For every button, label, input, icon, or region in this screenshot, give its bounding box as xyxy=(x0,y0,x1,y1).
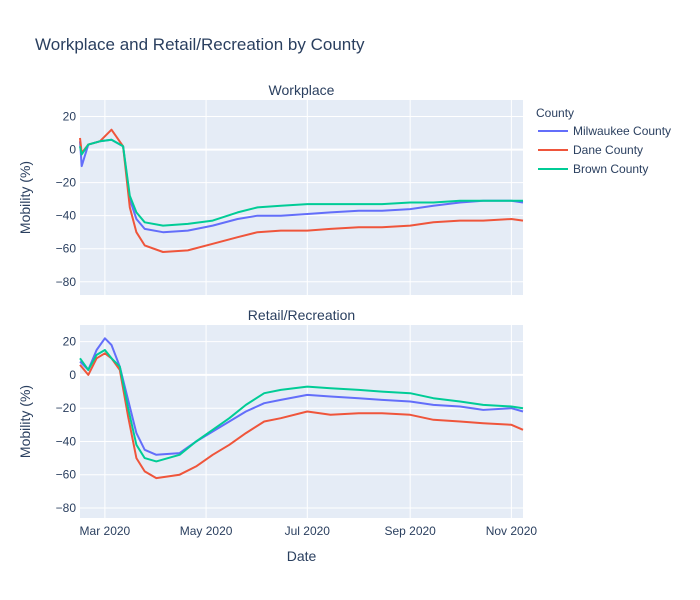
legend-label: Milwaukee County xyxy=(573,124,671,138)
y-tick-label: 0 xyxy=(69,143,76,157)
legend-label: Brown County xyxy=(573,162,648,176)
legend-item-brown-county[interactable]: Brown County xyxy=(538,162,648,176)
workplace-y-axis-title: Mobility (%) xyxy=(17,161,33,234)
retail-recreation-y-axis-title: Mobility (%) xyxy=(17,385,33,458)
legend-item-milwaukee-county[interactable]: Milwaukee County xyxy=(538,124,671,138)
y-tick-label: 20 xyxy=(63,110,77,124)
legend-label: Dane County xyxy=(573,143,643,157)
x-axis-ticks: Mar 2020 May 2020 Jul 2020 Sep 2020 Nov 2020 xyxy=(80,524,538,538)
x-tick-label: Sep 2020 xyxy=(384,524,436,538)
chart-title: Workplace and Retail/Recreation by Count… xyxy=(35,35,365,54)
y-tick-label: −60 xyxy=(56,242,77,256)
y-tick-label: −20 xyxy=(56,176,77,190)
workplace-plot-area xyxy=(80,100,523,295)
brown-county-line xyxy=(79,138,523,227)
workplace-grid xyxy=(80,100,523,295)
retail-recreation-panel: 20 0 −20 −40 −60 −80 Retail/Recreation Mobili… xyxy=(17,307,524,518)
brown-county-line xyxy=(79,349,524,463)
x-axis-title: Date xyxy=(287,548,317,564)
milwaukee-county-line xyxy=(79,337,524,456)
x-tick-label: Jul 2020 xyxy=(285,524,331,538)
retail-recreation-y-ticks: 20 0 −20 −40 −60 −80 xyxy=(56,335,77,515)
legend: County Milwaukee County Dane County Brown … xyxy=(536,106,671,176)
workplace-panel-title: Workplace xyxy=(269,82,335,98)
y-tick-label: −40 xyxy=(56,434,77,448)
x-tick-label: Nov 2020 xyxy=(486,524,538,538)
y-tick-label: 0 xyxy=(69,368,76,382)
y-tick-label: −80 xyxy=(56,501,77,515)
legend-item-dane-county[interactable]: Dane County xyxy=(538,143,643,157)
retail-recreation-grid xyxy=(80,325,523,518)
y-tick-label: −40 xyxy=(56,209,77,223)
legend-title: County xyxy=(536,106,574,120)
x-tick-label: Mar 2020 xyxy=(80,524,131,538)
retail-recreation-lines xyxy=(79,337,524,480)
workplace-lines xyxy=(79,128,524,253)
dane-county-line xyxy=(79,128,524,253)
workplace-y-ticks: 20 0 −20 −40 −60 −80 xyxy=(56,110,77,289)
retail-recreation-panel-title: Retail/Recreation xyxy=(248,307,355,323)
y-tick-label: −80 xyxy=(56,275,77,289)
x-tick-label: May 2020 xyxy=(180,524,233,538)
legend-items: Milwaukee County Dane County Brown County xyxy=(538,124,671,176)
y-tick-label: 20 xyxy=(63,335,77,349)
y-tick-label: −60 xyxy=(56,468,77,482)
workplace-panel: 20 0 −20 −40 −60 −80 Workplace Mobility (%) xyxy=(17,82,524,295)
y-tick-label: −20 xyxy=(56,401,77,415)
